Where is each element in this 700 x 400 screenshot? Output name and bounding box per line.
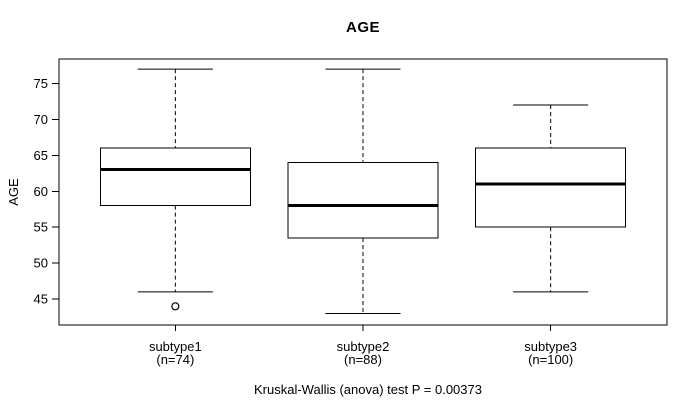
x-tick-label-subtype2: subtype2 (337, 339, 390, 354)
iqr-box-subtype1 (99, 147, 251, 207)
x-tick-label-subtype1: subtype1 (149, 339, 202, 354)
outlier-point (171, 302, 180, 311)
y-tick-label-45: 45 (34, 292, 48, 307)
x-tick-sublabel-subtype2: (n=88) (344, 352, 382, 367)
plot-frame (58, 58, 668, 326)
y-tick-label-60: 60 (34, 184, 48, 199)
x-tick-sublabel-subtype3: (n=100) (528, 352, 573, 367)
iqr-box-subtype2 (287, 162, 439, 239)
x-tick-label-subtype3: subtype3 (524, 339, 577, 354)
chart-title: AGE (345, 19, 380, 36)
y-tick-label-65: 65 (34, 148, 48, 163)
y-tick-label-75: 75 (34, 76, 48, 91)
y-tick-label-70: 70 (34, 112, 48, 127)
iqr-box-subtype3 (475, 147, 627, 228)
x-tick-sublabel-subtype1: (n=74) (156, 352, 194, 367)
stat-test-caption: Kruskal-Wallis (anova) test P = 0.00373 (254, 382, 482, 397)
y-tick-label-55: 55 (34, 220, 48, 235)
y-tick-label-50: 50 (34, 256, 48, 271)
